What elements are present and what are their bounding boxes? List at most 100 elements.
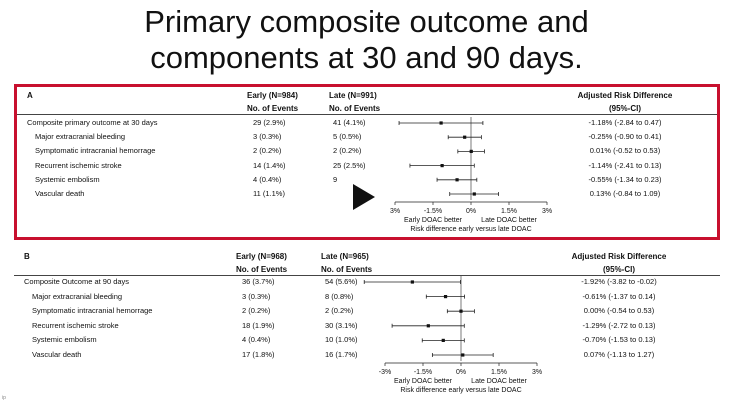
late-events-value: 10 (1.0%) <box>325 335 358 345</box>
late-events-value: 5 (0.5%) <box>333 132 362 142</box>
slide-title: Primary composite outcome and components… <box>0 4 733 76</box>
late-header: Late (N=965) <box>321 252 369 261</box>
x-tick-label: 0% <box>456 369 466 376</box>
point-estimate <box>463 135 467 139</box>
x-axis-label: Risk difference early versus late DOAC <box>400 387 521 394</box>
point-estimate <box>440 164 444 168</box>
x-tick-label: 3% <box>542 208 552 215</box>
point-estimate <box>443 295 448 299</box>
risk-difference-value: -1.18% (-2.84 to 0.47) <box>588 118 662 127</box>
early-header: Early (N=968) <box>236 252 287 261</box>
header-rule <box>14 275 720 276</box>
risk-difference-value: 0.13% (-0.84 to 1.09) <box>589 189 661 198</box>
ci-header: (95%-CI) <box>608 104 641 113</box>
row-label: Symptomatic intracranial hemorrage <box>32 306 153 316</box>
risk-difference-value: 0.07% (-1.13 to 1.27) <box>583 350 655 359</box>
risk-difference-value: -0.61% (-1.37 to 0.14) <box>582 291 656 301</box>
header-rule <box>17 114 717 115</box>
rd-header: Adjusted Risk Difference <box>571 252 667 261</box>
point-estimate <box>469 149 473 153</box>
row-label: Major extracranial bleeding <box>35 132 126 142</box>
late-header: Late (N=991) <box>329 91 377 100</box>
early-events-value: 4 (0.4%) <box>253 174 282 184</box>
panel-letter: B <box>24 252 30 261</box>
right-favor-note: Late DOAC better <box>471 378 527 385</box>
x-tick-label: -1.5% <box>424 208 442 215</box>
point-estimate <box>441 338 445 342</box>
early-events-value: 11 (1.1%) <box>253 189 285 198</box>
row-label: Vascular death <box>35 189 85 198</box>
play-icon[interactable] <box>353 184 375 210</box>
x-tick-label: -1.5% <box>414 369 432 376</box>
early-events-value: 4 (0.4%) <box>242 335 271 345</box>
ci-header: (95%-CI) <box>602 265 635 274</box>
row-label: Systemic embolism <box>32 335 97 345</box>
early-events-value: 18 (1.9%) <box>242 320 275 330</box>
risk-difference-value: -0.25% (-0.90 to 0.41) <box>588 132 662 142</box>
late-events-value: 8 (0.8%) <box>325 291 354 301</box>
late-events-value: 9 <box>333 174 338 184</box>
forest-plot: -3% -1.5% 0% 1.5% 3% Early DOAC better Late DO… <box>363 276 542 394</box>
panel-letter: A <box>27 91 33 100</box>
late-events-value: 2 (0.2%) <box>325 306 354 316</box>
early-events-value: 36 (3.7%) <box>242 277 275 286</box>
row-label: Symptomatic intracranial hemorrage <box>35 146 156 156</box>
row-label: Composite primary outcome at 30 days <box>27 118 158 127</box>
late-events-value: 30 (3.1%) <box>325 320 358 330</box>
title-line-2: components at 30 and 90 days. <box>150 40 583 75</box>
x-tick-label: 3% <box>532 369 542 376</box>
risk-difference-value: 0.00% (-0.54 to 0.53) <box>583 306 655 316</box>
point-estimate <box>461 353 465 357</box>
forest-plot: 3% -1.5% 0% 1.5% 3% Early DOAC better Late DOA… <box>390 117 552 233</box>
point-estimate <box>472 192 476 196</box>
x-tick-label: 3% <box>390 208 400 215</box>
early-events-header: No. of Events <box>247 104 299 113</box>
risk-difference-value: -1.14% (-2.41 to 0.13) <box>588 160 662 170</box>
point-estimate <box>455 178 459 182</box>
late-events-value: 25 (2.5%) <box>333 160 366 170</box>
point-estimate <box>439 121 443 125</box>
forest-panel-b: B Early (N=968) Late (N=965) No. of Events N… <box>14 248 720 403</box>
corner-label: ip <box>2 395 6 401</box>
x-tick-label: -3% <box>379 369 391 376</box>
late-events-value: 2 (0.2%) <box>333 146 362 156</box>
late-events-value: 41 (4.1%) <box>333 118 366 127</box>
title-line-1: Primary composite outcome and <box>144 4 589 39</box>
risk-difference-value: -1.92% (-3.82 to -0.02) <box>581 277 657 286</box>
risk-difference-value: 0.01% (-0.52 to 0.53) <box>589 146 661 156</box>
late-events-value: 54 (5.6%) <box>325 277 358 286</box>
early-events-value: 2 (0.2%) <box>253 146 282 156</box>
row-label: Systemic embolism <box>35 174 100 184</box>
late-events-value: 16 (1.7%) <box>325 350 358 359</box>
row-label: Recurrent ischemic stroke <box>32 320 119 330</box>
early-events-value: 17 (1.8%) <box>242 350 275 359</box>
x-tick-label: 1.5% <box>491 369 507 376</box>
late-events-header: No. of Events <box>321 265 373 274</box>
left-favor-note: Early DOAC better <box>394 378 453 385</box>
early-events-header: No. of Events <box>236 265 288 274</box>
early-events-value: 29 (2.9%) <box>253 118 286 127</box>
x-tick-label: 0% <box>466 208 476 215</box>
point-estimate <box>426 324 430 328</box>
point-estimate <box>410 280 414 284</box>
left-favor-note: Early DOAC better <box>404 217 463 224</box>
row-label: Composite Outcome at 90 days <box>24 277 130 286</box>
risk-difference-value: -1.29% (-2.72 to 0.13) <box>582 320 656 330</box>
row-label: Recurrent ischemic stroke <box>35 160 122 170</box>
early-events-value: 3 (0.3%) <box>242 291 271 301</box>
risk-difference-value: -0.55% (-1.34 to 0.23) <box>588 174 662 184</box>
x-axis-label: Risk difference early versus late DOAC <box>410 226 531 233</box>
point-estimate <box>459 309 463 313</box>
rd-header: Adjusted Risk Difference <box>577 91 673 100</box>
forest-panel-a: A Early (N=984) Late (N=991) No. of Events N… <box>14 84 720 240</box>
risk-difference-value: -0.70% (-1.53 to 0.13) <box>582 335 656 345</box>
x-tick-label: 1.5% <box>501 208 517 215</box>
row-label: Vascular death <box>32 350 82 359</box>
early-events-value: 3 (0.3%) <box>253 132 282 142</box>
right-favor-note: Late DOAC better <box>481 217 537 224</box>
early-events-value: 2 (0.2%) <box>242 306 271 316</box>
row-label: Major extracranial bleeding <box>32 291 123 301</box>
early-events-value: 14 (1.4%) <box>253 160 286 170</box>
late-events-header: No. of Events <box>329 104 381 113</box>
early-header: Early (N=984) <box>247 91 298 100</box>
